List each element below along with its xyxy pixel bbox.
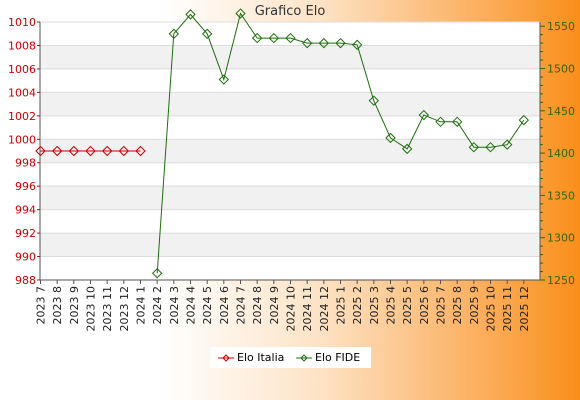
left-tick-label: 1008 bbox=[8, 39, 36, 52]
data-point-elo-italia bbox=[68, 145, 80, 157]
x-tick-label: 2024 8 bbox=[251, 286, 264, 325]
data-point-elo-italia bbox=[101, 145, 113, 157]
x-tick-label: 2024 1 bbox=[135, 286, 148, 325]
data-point-elo-italia bbox=[118, 145, 130, 157]
x-tick-label: 2024 5 bbox=[201, 286, 214, 325]
data-point-elo-fide bbox=[518, 114, 530, 126]
x-tick-label: 2024 2 bbox=[151, 286, 164, 325]
legend-item-elo-fide: Elo FIDE bbox=[296, 347, 360, 368]
x-tick-label: 2023 7 bbox=[35, 286, 48, 325]
legend-item-elo-italia: Elo Italia bbox=[218, 347, 284, 368]
data-point-elo-fide bbox=[151, 268, 163, 279]
chart-legend: Elo Italia Elo FIDE bbox=[210, 347, 371, 368]
data-point-elo-fide bbox=[401, 143, 413, 155]
x-tick-label: 2025 1 bbox=[335, 286, 348, 325]
data-point-elo-fide bbox=[318, 37, 330, 49]
data-point-elo-fide bbox=[351, 39, 363, 51]
x-tick-label: 2024 11 bbox=[301, 286, 314, 332]
data-point-elo-fide bbox=[335, 37, 346, 49]
data-point-elo-fide bbox=[268, 32, 280, 44]
right-tick-label: 1350 bbox=[547, 189, 575, 202]
right-tick-label: 1250 bbox=[547, 274, 575, 287]
x-tick-label: 2023 9 bbox=[68, 286, 81, 325]
chart-title: Grafico Elo bbox=[254, 4, 326, 19]
grid-band bbox=[40, 92, 540, 116]
data-point-elo-fide bbox=[468, 141, 480, 153]
data-point-elo-fide bbox=[285, 32, 296, 44]
x-tick-label: 2025 2 bbox=[351, 286, 364, 325]
left-tick-label: 1010 bbox=[8, 16, 36, 29]
legend-marker-elo-fide bbox=[296, 353, 312, 362]
x-tick-label: 2023 12 bbox=[118, 286, 131, 332]
data-point-elo-italia bbox=[85, 145, 96, 157]
left-tick-label: 1006 bbox=[8, 63, 36, 76]
series-line-elo-fide bbox=[156, 12, 525, 274]
data-point-elo-italia bbox=[135, 145, 146, 157]
left-tick-label: 998 bbox=[15, 157, 36, 170]
x-tick-label: 2024 3 bbox=[168, 286, 181, 325]
x-tick-label: 2023 10 bbox=[85, 286, 98, 332]
x-tick-label: 2025 7 bbox=[435, 286, 448, 325]
x-tick-label: 2025 11 bbox=[501, 286, 514, 332]
x-tick-label: 2025 5 bbox=[401, 286, 414, 325]
legend-label-elo-italia: Elo Italia bbox=[237, 351, 285, 364]
x-tick-label: 2024 7 bbox=[235, 286, 248, 325]
data-point-elo-fide bbox=[451, 116, 463, 128]
x-tick-label: 2025 4 bbox=[385, 286, 398, 325]
grid-band bbox=[40, 186, 540, 210]
data-point-elo-fide bbox=[368, 95, 380, 106]
x-tick-label: 2023 11 bbox=[101, 286, 114, 332]
right-tick-label: 1550 bbox=[547, 20, 575, 33]
x-tick-label: 2025 8 bbox=[451, 286, 464, 325]
left-tick-label: 992 bbox=[15, 227, 36, 240]
x-tick-label: 2025 12 bbox=[518, 286, 531, 332]
x-tick-label: 2024 6 bbox=[218, 286, 231, 325]
left-tick-label: 1002 bbox=[8, 110, 36, 123]
right-tick-label: 1500 bbox=[547, 63, 575, 76]
x-tick-label: 2024 12 bbox=[318, 286, 331, 332]
legend-marker-elo-italia bbox=[218, 353, 234, 362]
data-point-elo-fide bbox=[418, 109, 430, 121]
grid-band bbox=[40, 233, 540, 257]
x-tick-label: 2025 3 bbox=[368, 286, 381, 325]
data-point-elo-fide bbox=[301, 37, 313, 49]
grid-band bbox=[40, 45, 540, 69]
data-point-elo-fide bbox=[185, 9, 196, 20]
data-point-elo-italia bbox=[51, 145, 63, 157]
data-point-elo-italia bbox=[35, 145, 46, 157]
data-point-elo-fide bbox=[251, 32, 263, 44]
data-point-elo-fide bbox=[168, 28, 180, 40]
left-tick-label: 1004 bbox=[8, 86, 36, 99]
x-tick-label: 2024 4 bbox=[185, 286, 198, 325]
right-tick-label: 1400 bbox=[547, 147, 575, 160]
x-tick-label: 2025 10 bbox=[485, 286, 498, 332]
x-tick-label: 2024 9 bbox=[268, 286, 281, 325]
data-point-elo-fide bbox=[485, 141, 496, 153]
data-point-elo-fide bbox=[435, 116, 446, 128]
left-tick-label: 994 bbox=[15, 204, 36, 217]
left-tick-label: 990 bbox=[15, 251, 36, 264]
data-point-elo-fide bbox=[235, 8, 246, 19]
x-tick-label: 2025 6 bbox=[418, 286, 431, 325]
x-tick-label: 2023 8 bbox=[51, 286, 64, 325]
left-tick-label: 1000 bbox=[8, 133, 36, 146]
left-tick-label: 996 bbox=[15, 180, 36, 193]
data-point-elo-fide bbox=[385, 132, 396, 144]
data-point-elo-fide bbox=[501, 139, 513, 150]
legend-label-elo-fide: Elo FIDE bbox=[315, 351, 361, 364]
x-tick-label: 2025 9 bbox=[468, 286, 481, 325]
left-tick-label: 988 bbox=[15, 274, 36, 287]
right-tick-label: 1450 bbox=[547, 105, 575, 118]
data-point-elo-fide bbox=[218, 74, 230, 85]
data-point-elo-fide bbox=[201, 28, 213, 40]
x-tick-label: 2024 10 bbox=[285, 286, 298, 332]
right-tick-label: 1300 bbox=[547, 232, 575, 245]
